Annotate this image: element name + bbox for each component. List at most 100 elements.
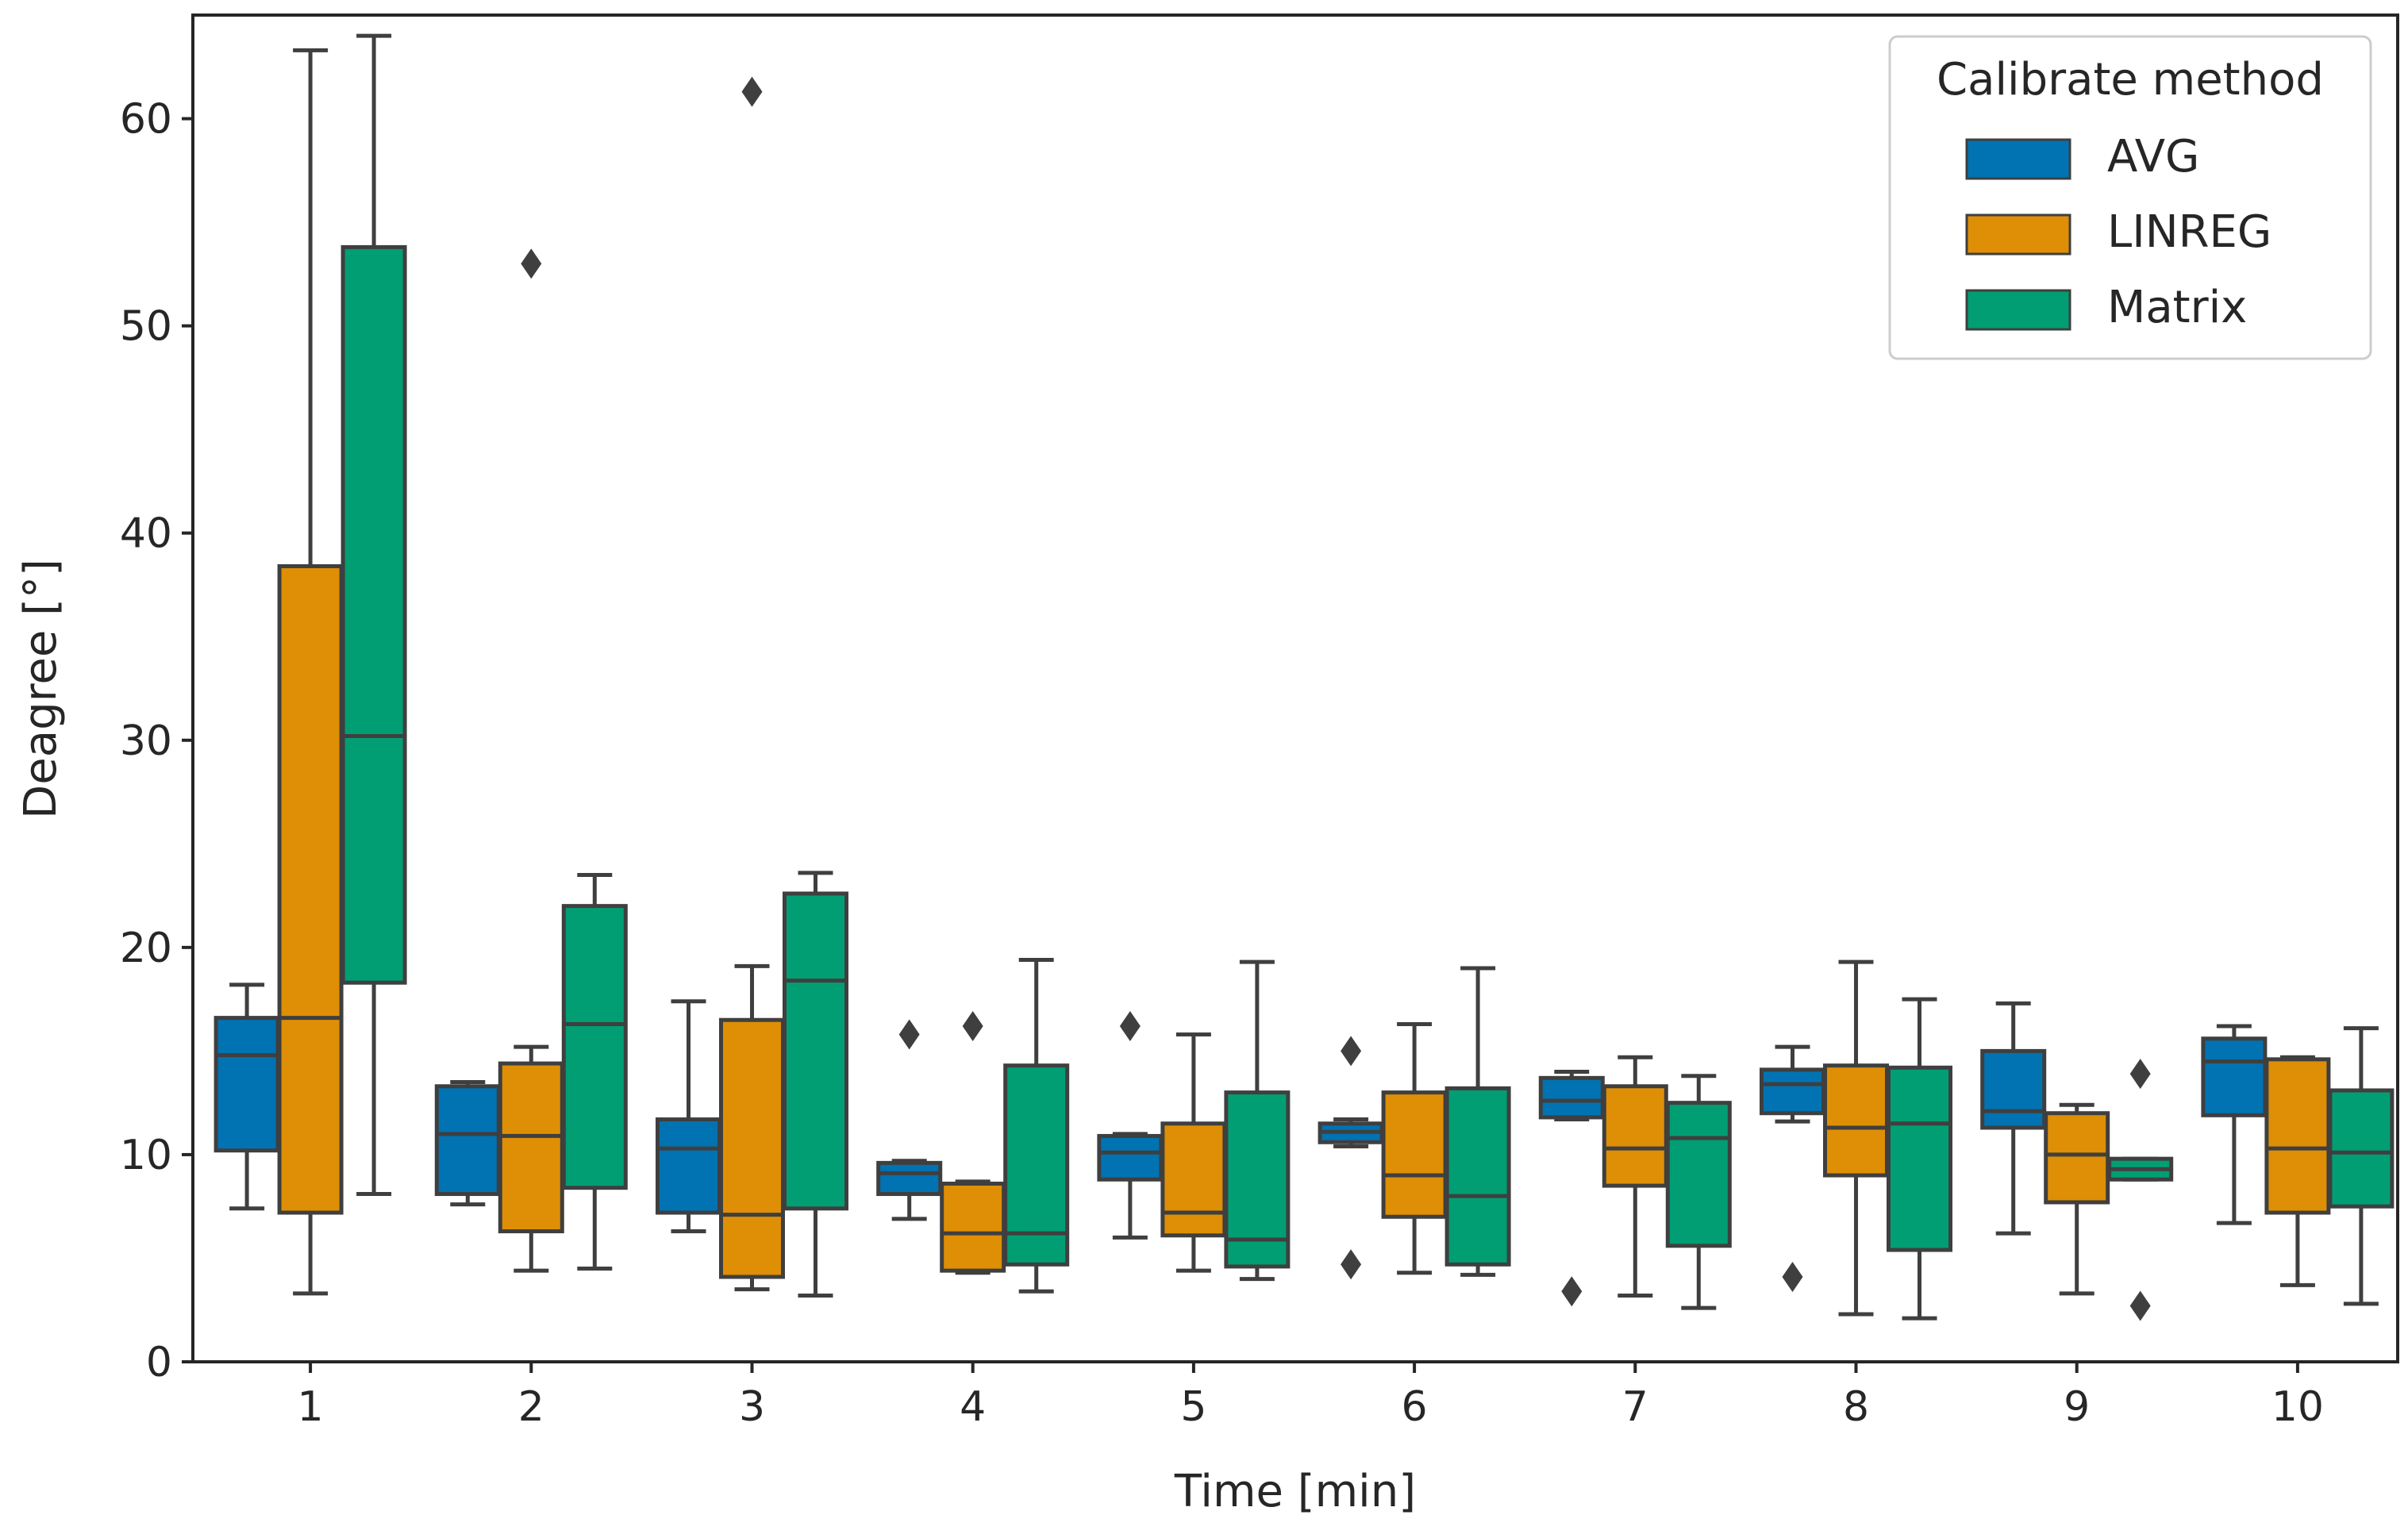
box-body	[2201, 1036, 2268, 1117]
x-tick-label: 3	[739, 1383, 765, 1431]
box-linreg-5	[1160, 1032, 1227, 1273]
legend-label-avg: AVG	[2107, 131, 2199, 183]
legend-title: Calibrate method	[1937, 54, 2324, 106]
outlier-point	[2129, 1059, 2151, 1090]
legend-swatch-avg	[1965, 138, 2071, 180]
box-avg-9	[1980, 1001, 2047, 1236]
y-axis-title: Deagree [°]	[15, 559, 67, 819]
box-avg-4	[876, 1019, 943, 1221]
box-body	[1760, 1067, 1825, 1116]
box-body	[2328, 1088, 2395, 1209]
box-body	[1538, 1075, 1605, 1120]
outlier-point	[1341, 1249, 1362, 1280]
box-body	[2264, 1057, 2331, 1215]
y-tick-label: 10	[120, 1132, 172, 1179]
box-matrix-8	[1887, 997, 1952, 1321]
box-body	[1980, 1048, 2047, 1130]
box-avg-6	[1317, 1036, 1384, 1280]
box-linreg-2	[498, 248, 564, 1273]
box-body	[1160, 1121, 1227, 1238]
y-tick-label: 50	[120, 303, 172, 351]
box-body	[940, 1181, 1006, 1273]
box-linreg-7	[1602, 1055, 1668, 1298]
box-body	[1097, 1133, 1164, 1182]
outlier-point	[1782, 1261, 1803, 1292]
y-tick-label: 40	[120, 510, 172, 558]
x-tick-label: 8	[1843, 1383, 1869, 1431]
outlier-point	[741, 76, 763, 107]
outlier-point	[1561, 1276, 1583, 1307]
outlier-point	[1341, 1036, 1362, 1067]
box-body	[434, 1084, 501, 1197]
box-avg-7	[1538, 1069, 1605, 1307]
x-axis-title: Time [min]	[1174, 1466, 1416, 1517]
x-tick-label: 6	[1402, 1383, 1428, 1431]
box-body	[783, 891, 848, 1211]
legend-frame	[1888, 35, 2372, 360]
box-body	[1602, 1084, 1668, 1188]
x-tick-label: 2	[518, 1383, 544, 1431]
box-body	[656, 1117, 721, 1215]
box-matrix-1	[340, 33, 407, 1197]
box-linreg-9	[2044, 1102, 2110, 1296]
outlier-point	[1119, 1011, 1141, 1042]
box-linreg-4	[940, 1011, 1006, 1275]
y-tick-label: 20	[120, 925, 172, 972]
plot-frame	[191, 13, 2399, 1363]
x-tick-label: 5	[1180, 1383, 1206, 1431]
box-linreg-1	[277, 48, 344, 1296]
box-body	[2044, 1111, 2110, 1205]
x-axis: 1 2 3 4 5 6 7 8 9 10	[298, 1362, 2324, 1431]
outlier-point	[962, 1011, 983, 1042]
x-tick-label: 10	[2271, 1383, 2324, 1431]
box-body	[340, 244, 407, 985]
box-linreg-10	[2264, 1055, 2331, 1287]
box-body	[1003, 1063, 1070, 1267]
legend-label-linreg: LINREG	[2107, 206, 2271, 258]
box-avg-1	[213, 982, 280, 1211]
box-matrix-6	[1444, 966, 1511, 1277]
legend: Calibrate method AVG LINREG Matrix	[1888, 35, 2372, 360]
x-tick-label: 7	[1622, 1383, 1648, 1431]
outlier-point	[521, 248, 542, 279]
box-body	[1823, 1063, 1889, 1178]
box-matrix-9	[2107, 1059, 2174, 1321]
box-linreg-6	[1381, 1021, 1448, 1275]
legend-label-matrix: Matrix	[2107, 282, 2247, 333]
y-tick-label: 0	[146, 1339, 172, 1386]
box-avg-2	[434, 1080, 501, 1207]
legend-swatch-linreg	[1965, 213, 2071, 256]
y-axis: 0 10 20 30 40 50 60	[120, 96, 193, 1386]
boxes-layer	[213, 33, 2395, 1321]
box-body	[277, 563, 344, 1215]
x-tick-label: 9	[2064, 1383, 2090, 1431]
x-tick-label: 4	[960, 1383, 986, 1431]
box-body	[1887, 1065, 1952, 1252]
box-matrix-2	[561, 872, 628, 1271]
box-body	[719, 1017, 785, 1279]
box-body	[213, 1016, 280, 1153]
y-tick-label: 30	[120, 717, 172, 765]
box-body	[1665, 1101, 1732, 1248]
outlier-point	[2129, 1290, 2151, 1321]
box-avg-8	[1760, 1044, 1825, 1292]
outlier-point	[898, 1019, 920, 1050]
box-body	[561, 904, 628, 1190]
y-tick-label: 60	[120, 96, 172, 144]
box-body	[1444, 1086, 1511, 1267]
box-body	[1381, 1090, 1448, 1219]
x-tick-label: 1	[298, 1383, 324, 1431]
box-matrix-4	[1003, 958, 1070, 1294]
box-body	[1224, 1090, 1291, 1269]
box-matrix-10	[2328, 1026, 2395, 1306]
box-matrix-5	[1224, 959, 1291, 1282]
box-matrix-3	[783, 871, 848, 1298]
box-linreg-8	[1823, 959, 1889, 1317]
legend-swatch-matrix	[1965, 289, 2071, 331]
box-body	[498, 1061, 564, 1234]
box-body	[876, 1160, 943, 1197]
box-linreg-3	[719, 76, 785, 1292]
box-matrix-7	[1665, 1074, 1732, 1310]
